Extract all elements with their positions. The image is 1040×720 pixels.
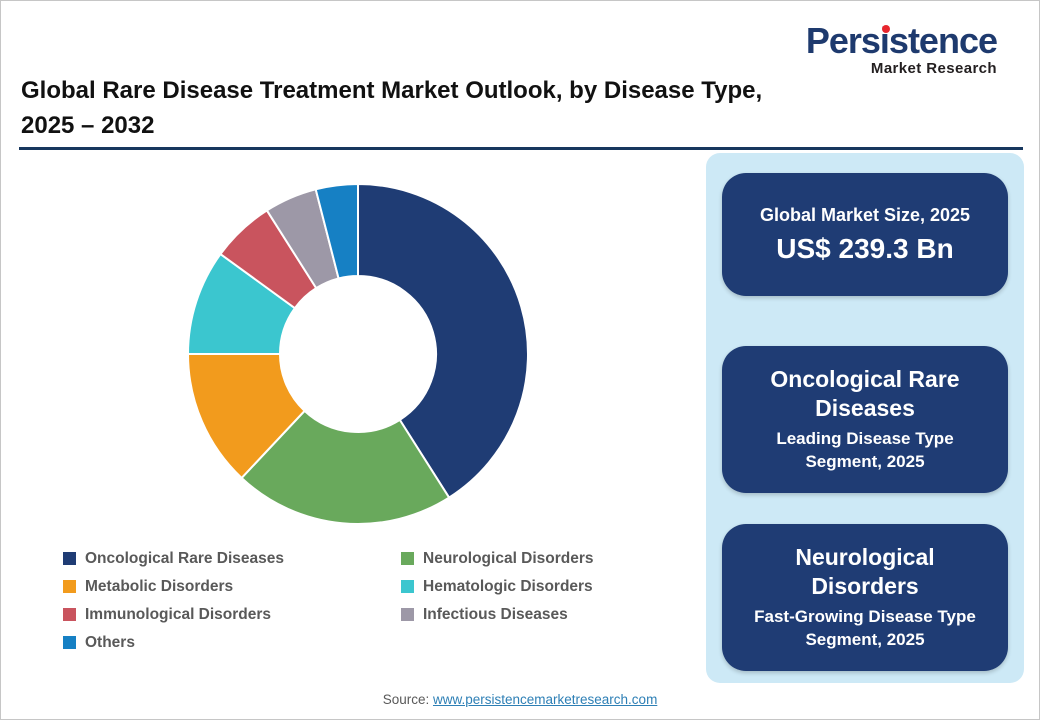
logo-name: Persistence xyxy=(805,20,998,61)
legend-swatch-icon xyxy=(63,580,76,593)
highlights-panel: Global Market Size, 2025 US$ 239.3 Bn On… xyxy=(706,153,1024,683)
legend-swatch-icon xyxy=(63,636,76,649)
legend-item: Oncological Rare Diseases xyxy=(63,548,401,569)
legend-label: Infectious Diseases xyxy=(423,605,568,623)
legend-swatch-icon xyxy=(401,580,414,593)
page-title-line1: Global Rare Disease Treatment Market Out… xyxy=(21,77,763,104)
donut-segment-6 xyxy=(314,182,359,280)
fast-growing-segment-card: Neurological Disorders Fast-Growing Dise… xyxy=(722,524,1008,671)
market-size-title: Global Market Size, 2025 xyxy=(759,205,971,226)
legend-item: Immunological Disorders xyxy=(63,604,401,625)
logo-i-dot xyxy=(881,25,890,33)
legend-label: Oncological Rare Diseases xyxy=(85,549,285,567)
source-label: Source: xyxy=(382,692,430,707)
leading-segment-card: Oncological Rare Diseases Leading Diseas… xyxy=(722,346,1008,493)
fast-growing-segment-subtitle: Fast-Growing Disease Type Segment, 2025 xyxy=(754,607,976,650)
legend-swatch-icon xyxy=(63,608,76,621)
legend-swatch-icon xyxy=(63,552,76,565)
legend-item: Metabolic Disorders xyxy=(63,576,401,597)
source-link[interactable]: www.persistencemarketresearch.com xyxy=(432,692,658,707)
legend-label: Hematologic Disorders xyxy=(423,577,593,595)
market-size-value: US$ 239.3 Bn xyxy=(776,232,954,264)
legend-item: Others xyxy=(63,632,401,653)
leading-segment-subtitle: Leading Disease Type Segment, 2025 xyxy=(776,429,954,472)
fast-growing-segment-title: Neurological Disorders xyxy=(795,543,935,599)
legend-swatch-icon xyxy=(401,608,414,621)
legend-item: Neurological Disorders xyxy=(401,548,721,569)
chart-legend: Oncological Rare Diseases Neurological Di… xyxy=(63,548,721,653)
legend-label: Metabolic Disorders xyxy=(85,577,234,595)
donut-chart xyxy=(186,182,530,525)
donut-segment-1 xyxy=(240,409,451,525)
donut-segment-0 xyxy=(357,182,530,499)
legend-item: Hematologic Disorders xyxy=(401,576,721,597)
source-line: Source: www.persistencemarketresearch.co… xyxy=(1,692,1039,707)
page-title-line2: 2025 – 2032 xyxy=(21,111,155,139)
legend-item: Infectious Diseases xyxy=(401,604,721,625)
title-underline xyxy=(19,147,1023,150)
pmr-logo: Persistence Market Research xyxy=(805,20,998,78)
legend-label: Immunological Disorders xyxy=(85,605,272,623)
leading-segment-title: Oncological Rare Diseases xyxy=(770,365,960,421)
page-title: Global Rare Disease Treatment Market Out… xyxy=(21,74,781,144)
market-size-card: Global Market Size, 2025 US$ 239.3 Bn xyxy=(722,173,1008,296)
logo-tagline: Market Research xyxy=(870,60,997,77)
legend-label: Others xyxy=(85,633,135,651)
donut-chart-wrap xyxy=(181,177,535,531)
legend-swatch-icon xyxy=(401,552,414,565)
legend-label: Neurological Disorders xyxy=(423,549,594,567)
